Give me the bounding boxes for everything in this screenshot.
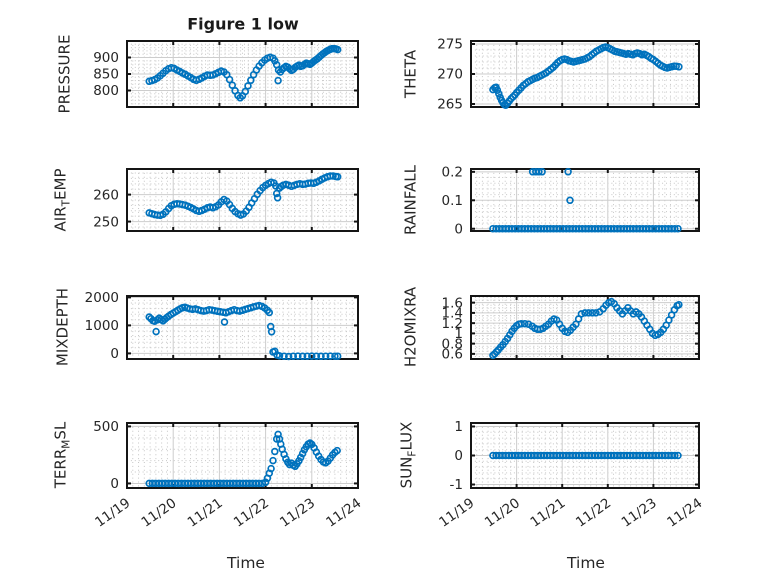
y-tick-label: 850: [93, 67, 119, 83]
ylabel-terr-msl: TERRMSL: [51, 421, 73, 489]
x-tick-label: 11/23: [277, 495, 318, 530]
x-tick-label: 11/21: [185, 495, 226, 530]
ylabel-theta: THETA: [401, 49, 420, 99]
x-tick-label: 11/19: [92, 495, 133, 530]
x-tick-label: 11/23: [619, 495, 660, 530]
tick-marks: [126, 169, 359, 231]
data-markers: [489, 297, 683, 360]
y-tick-label: 0.2: [442, 165, 463, 181]
axis-border: [126, 168, 359, 232]
y-tick-label: 2000: [85, 290, 119, 306]
xlabel-time-right: Time: [567, 554, 605, 572]
x-tick-labels: 11/19 11/20 11/21 11/22 11/23 11/24: [436, 495, 705, 530]
data-markers: [489, 451, 682, 460]
subplot-h2omixra: 0.60.811.21.41.6: [442, 295, 700, 363]
axis-border: [126, 422, 359, 489]
y-tick-labels: 0 0.1 0.2: [442, 165, 463, 238]
tick-marks: [470, 41, 700, 107]
grid-minor: [471, 169, 699, 231]
tick-marks: [126, 296, 359, 359]
data-markers: [145, 44, 342, 102]
y-tick-labels: 0 500: [93, 419, 119, 492]
y-tick-labels: 265 270 275: [437, 37, 463, 113]
x-tick-label: 11/22: [573, 495, 614, 530]
y-tick-label: 0.1: [442, 193, 463, 209]
y-tick-label: 500: [93, 419, 119, 435]
axis-border: [470, 295, 700, 360]
figure-title: Figure 1 low: [187, 14, 299, 34]
grid-major: [471, 296, 699, 359]
data-markers: [145, 172, 342, 220]
y-tick-label: 0: [110, 346, 119, 362]
x-tick-label: 11/21: [527, 495, 568, 530]
y-tick-labels: 0 1000 2000: [85, 290, 119, 362]
subplot-mixdepth: 0 1000 2000: [85, 290, 359, 362]
x-tick-label: 11/24: [664, 495, 705, 530]
tick-marks: [470, 423, 700, 488]
subplot-sun-flux: -1 0 1 11/19 11/20 11/21 11/22 11/23 11/24: [436, 419, 705, 530]
data-markers: [489, 168, 682, 233]
y-tick-label: 265: [437, 97, 463, 113]
y-tick-label: 1.2: [442, 316, 463, 332]
x-tick-label: 11/20: [482, 495, 523, 530]
grid-minor: [471, 423, 699, 488]
x-tick-label: 11/20: [138, 495, 179, 530]
subplot-rainfall: 0 0.1 0.2: [442, 165, 700, 238]
y-tick-label: 1.4: [442, 306, 463, 322]
data-markers: [145, 301, 342, 361]
xlabel-time-left: Time: [227, 554, 265, 572]
y-tick-label: 1000: [85, 318, 119, 334]
ylabel-rainfall: RAINFALL: [401, 165, 420, 235]
y-tick-labels: 0.60.811.21.41.6: [442, 295, 463, 362]
y-tick-labels: -1 0 1: [450, 419, 463, 493]
y-tick-label: 270: [437, 67, 463, 83]
x-tick-label: 11/22: [231, 495, 272, 530]
y-tick-label: 0: [454, 221, 463, 237]
grid-major: [127, 169, 358, 231]
y-tick-label: 800: [93, 83, 119, 99]
ylabel-mixdepth: MIXDEPTH: [53, 287, 72, 367]
y-tick-label: -1: [450, 477, 463, 493]
y-tick-label: 1.6: [442, 295, 463, 311]
axis-border: [126, 295, 359, 360]
x-tick-label: 11/19: [436, 495, 477, 530]
y-tick-label: 275: [437, 37, 463, 53]
subplot-air-temp: 250 260: [93, 168, 359, 232]
y-tick-label: 260: [93, 187, 119, 203]
grid-minor: [127, 296, 358, 360]
y-tick-label: 1: [454, 419, 463, 435]
grid-major: [471, 41, 699, 107]
data-markers: [489, 43, 683, 109]
y-tick-label: 0.6: [442, 347, 463, 363]
grid-minor: [127, 169, 358, 231]
y-tick-labels: 250 260: [93, 187, 119, 230]
ylabel-pressure: PRESSURE: [55, 34, 74, 114]
y-tick-label: 900: [93, 50, 119, 66]
ylabel-air-temp: AIRTEMP: [51, 168, 73, 232]
grid-minor: [127, 40, 358, 108]
x-tick-labels: 11/19 11/20 11/21 11/22 11/23 11/24: [92, 495, 364, 530]
grid-major: [471, 169, 699, 231]
y-tick-label: 0: [110, 476, 119, 492]
y-tick-label: 1: [454, 326, 463, 342]
y-tick-label: 250: [93, 214, 119, 230]
ylabel-h2omixra: H2OMIXRA: [401, 286, 420, 368]
data-markers: [145, 430, 341, 488]
grid-minor: [127, 423, 358, 488]
y-tick-label: 0.8: [442, 336, 463, 352]
tick-marks: [126, 41, 359, 107]
subplot-theta: 265 270 275: [437, 37, 700, 113]
subplot-terr-msl: 0 500 11/19 11/20 11/21 11/22 11/23 11/24: [92, 419, 364, 530]
y-tick-label: 0: [454, 448, 463, 464]
x-tick-label: 11/24: [323, 495, 364, 530]
ylabel-sun-flux: SUNFLUX: [397, 421, 419, 489]
